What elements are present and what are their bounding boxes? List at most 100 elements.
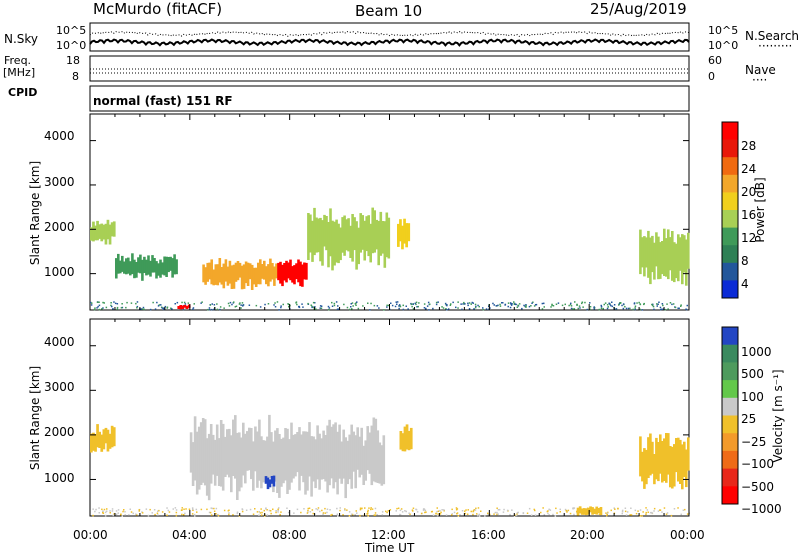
date-label: 25/Aug/2019 (590, 0, 687, 18)
vel-cbar-tick: 100 (741, 390, 764, 404)
data-cell (663, 438, 666, 481)
scatter-cell (272, 508, 274, 510)
scatter-cell (639, 303, 641, 305)
scatter-cell (316, 508, 319, 511)
scatter-cell (98, 308, 101, 311)
scatter-cell (352, 305, 354, 307)
scatter-cell (492, 302, 494, 305)
scatter-cell (474, 303, 477, 306)
data-cell (295, 263, 298, 280)
noise-left-label: N.Sky (4, 32, 39, 46)
scatter-cell (166, 507, 168, 509)
scatter-cell (370, 302, 372, 305)
scatter-cell (427, 301, 430, 304)
data-cell (653, 454, 656, 485)
colorbar-segment (722, 262, 738, 281)
scatter-cell (638, 301, 640, 304)
data-cell (260, 436, 263, 489)
data-cell (368, 432, 372, 474)
scatter-cell (213, 304, 216, 306)
data-cell (340, 441, 343, 484)
scatter-cell (335, 301, 338, 303)
scatter-cell (383, 309, 385, 311)
scatter-cell (600, 304, 602, 307)
scatter-cell (474, 509, 477, 511)
data-cell (365, 216, 368, 252)
scatter-cell (376, 305, 379, 307)
scatter-cell (136, 301, 139, 303)
scatter-cell (525, 305, 527, 307)
data-cell (318, 433, 321, 490)
scatter-cell (266, 514, 269, 516)
scatter-cell (415, 508, 417, 511)
data-cell (209, 424, 213, 484)
scatter-cell (586, 308, 588, 311)
scatter-cell (446, 309, 448, 311)
scatter-cell (135, 302, 137, 305)
scatter-cell (412, 303, 414, 305)
scatter-cell (456, 513, 458, 515)
data-cell (210, 259, 213, 285)
scatter-cell (115, 513, 118, 516)
scatter-cell (674, 306, 677, 309)
scatter-cell (211, 303, 213, 305)
data-cell (591, 507, 594, 515)
data-cell (254, 426, 257, 472)
scatter-cell (315, 508, 317, 510)
scatter-cell (336, 513, 339, 515)
scatter-cell (386, 306, 388, 308)
noise-right-tick-top: 10^5 (708, 24, 739, 37)
scatter-cell (135, 513, 137, 515)
data-cell (655, 232, 658, 267)
scatter-cell (531, 302, 533, 304)
scatter-cell (183, 301, 186, 304)
data-cell (213, 439, 217, 486)
scatter-cell (320, 305, 323, 307)
scatter-cell (513, 301, 515, 303)
scatter-cell (256, 511, 259, 513)
scatter-cell (557, 302, 560, 304)
scatter-cell (368, 507, 370, 509)
scatter-cell (609, 303, 611, 306)
scatter-cell (258, 514, 260, 516)
scatter-cell (499, 303, 501, 306)
data-cell (96, 424, 99, 448)
scatter-cell (234, 306, 237, 308)
data-cell (349, 225, 352, 258)
data-cell (580, 508, 584, 515)
scatter-cell (367, 511, 369, 513)
data-cell (409, 427, 413, 450)
data-cell (123, 261, 126, 274)
data-cell (283, 263, 286, 281)
scatter-cell (576, 303, 578, 306)
data-cell (234, 262, 238, 282)
scatter-cell (263, 509, 265, 512)
scatter-cell (111, 510, 114, 512)
scatter-cell (296, 508, 299, 511)
scatter-cell (459, 514, 461, 516)
data-cell (309, 214, 312, 253)
scatter-cell (567, 509, 570, 512)
scatter-cell (397, 507, 400, 509)
scatter-cell (216, 308, 219, 311)
scatter-cell (140, 308, 142, 310)
data-cell (685, 239, 688, 286)
scatter-cell (477, 514, 479, 517)
data-cell (266, 436, 269, 481)
data-cell (306, 431, 309, 491)
data-cell (183, 304, 187, 308)
power-cbar-tick: 16 (741, 208, 757, 222)
scatter-cell (362, 305, 364, 307)
data-cell (256, 431, 259, 488)
scatter-cell (435, 303, 438, 306)
scatter-cell (121, 515, 123, 517)
data-cell (677, 234, 680, 282)
scatter-cell (624, 510, 627, 513)
scatter-cell (426, 305, 429, 307)
scatter-cell (671, 303, 673, 306)
scatter-cell (233, 301, 235, 303)
data-cell (90, 433, 93, 453)
scatter-cell (461, 510, 464, 512)
scatter-cell (355, 510, 357, 512)
scatter-cell (288, 306, 290, 308)
